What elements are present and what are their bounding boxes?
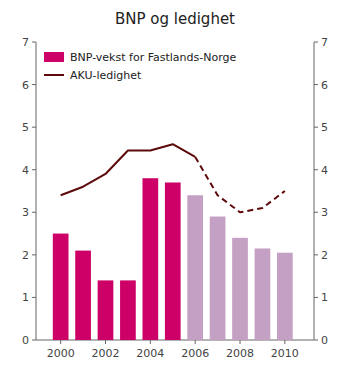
y2-tick-label: 7 <box>321 36 328 49</box>
y2-tick <box>314 340 318 341</box>
y-tick-label: 0 <box>22 334 29 347</box>
y-tick <box>32 42 36 43</box>
y-tick-label: 5 <box>22 121 29 134</box>
y-tick <box>32 84 36 85</box>
bar <box>277 253 293 340</box>
y-tick <box>32 212 36 213</box>
y2-tick-label: 4 <box>321 164 328 177</box>
y2-tick-label: 1 <box>321 291 328 304</box>
legend-label: AKU-ledighet <box>70 69 142 82</box>
y2-tick <box>314 169 318 170</box>
x-tick <box>60 340 61 344</box>
chart: BNP og ledighet 0 1 2 3 4 5 6 7 0 1 2 3 4 5 6 7 2000 2002 2… <box>0 0 350 370</box>
legend-swatch <box>44 52 64 62</box>
y2-tick <box>314 84 318 85</box>
legend-swatch <box>44 74 64 76</box>
x-tick <box>284 340 285 344</box>
y-tick <box>32 254 36 255</box>
x-tick-label: 2010 <box>271 347 299 360</box>
y2-tick <box>314 42 318 43</box>
y2-axis-line <box>314 42 315 340</box>
y2-tick-label: 3 <box>321 206 328 219</box>
x-tick <box>240 340 241 344</box>
bar <box>187 195 203 340</box>
bar <box>120 280 136 340</box>
y-tick <box>32 169 36 170</box>
x-tick-label: 2000 <box>47 347 75 360</box>
x-tick <box>105 340 106 344</box>
y2-tick-label: 6 <box>321 79 328 92</box>
bar <box>255 248 271 340</box>
x-tick <box>195 340 196 344</box>
y-axis-line <box>36 42 37 340</box>
y2-tick-label: 5 <box>321 121 328 134</box>
bar <box>232 238 248 340</box>
y-tick-label: 6 <box>22 79 29 92</box>
x-tick-label: 2002 <box>92 347 120 360</box>
y2-tick-label: 2 <box>321 249 328 262</box>
bar <box>165 182 181 340</box>
line <box>195 157 285 212</box>
y-tick <box>32 297 36 298</box>
y2-tick <box>314 254 318 255</box>
y2-tick <box>314 127 318 128</box>
bar <box>210 217 226 340</box>
line <box>61 144 196 195</box>
y-tick-label: 1 <box>22 291 29 304</box>
axes: 0 1 2 3 4 5 6 7 0 1 2 3 4 5 6 7 2000 2002 2004 2006 2008 2010 <box>22 36 328 360</box>
title: BNP og ledighet <box>115 10 235 28</box>
y-tick-label: 3 <box>22 206 29 219</box>
bar <box>53 234 69 340</box>
bar <box>98 280 114 340</box>
y2-tick-label: 0 <box>321 334 328 347</box>
y-tick-label: 2 <box>22 249 29 262</box>
x-tick-label: 2008 <box>226 347 254 360</box>
y-tick-label: 7 <box>22 36 29 49</box>
marks <box>53 144 293 340</box>
x-tick-label: 2004 <box>136 347 164 360</box>
bar <box>142 178 158 340</box>
legend-label: BNP-vekst for Fastlands-Norge <box>70 51 236 64</box>
legend: BNP-vekst for Fastlands-Norge AKU-ledighe… <box>44 51 236 82</box>
y2-tick <box>314 297 318 298</box>
x-tick <box>150 340 151 344</box>
y-tick <box>32 127 36 128</box>
x-tick-label: 2006 <box>181 347 209 360</box>
y-tick-label: 4 <box>22 164 29 177</box>
y2-tick <box>314 212 318 213</box>
bar <box>75 251 91 340</box>
y-tick <box>32 340 36 341</box>
